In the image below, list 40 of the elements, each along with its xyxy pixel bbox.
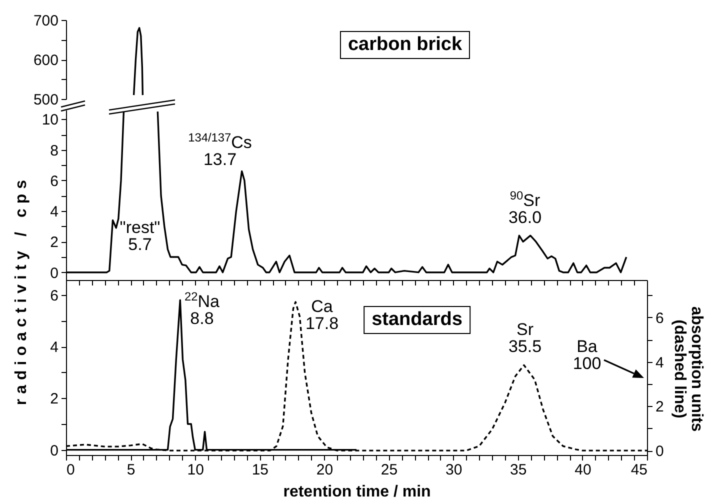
y-tick-label: 10 <box>42 112 58 129</box>
y-tick-label: 6 <box>50 287 58 304</box>
y2-tick-label: 4 <box>656 354 664 372</box>
line-series <box>132 27 144 96</box>
annotation: $^{90}$Sr 36.0 <box>508 188 542 227</box>
x-axis-title: retention time / min <box>283 484 431 500</box>
annotation: Ba 100 <box>572 337 602 373</box>
x-tick-label: 0 <box>66 462 75 478</box>
annotation: "rest" 5.7 <box>120 218 160 254</box>
annotation: carbon brick <box>340 31 470 59</box>
y-tick-label: 0 <box>50 442 58 460</box>
y-tick-label: 4 <box>50 339 58 356</box>
y-tick-label: 2 <box>50 234 58 252</box>
y-tick-label: 0 <box>50 264 58 282</box>
y-axis-title: radioactivity / cps <box>13 174 31 406</box>
annotation: standards <box>364 306 470 334</box>
x-tick-label: 10 <box>187 462 204 478</box>
y2-tick-label: 6 <box>656 310 664 327</box>
x-tick-label: 45 <box>630 462 648 478</box>
x-tick-label: 20 <box>316 462 334 478</box>
y-tick-label: 2 <box>50 390 58 408</box>
annotation: Sr 35.5 <box>508 320 542 356</box>
annotation: $^{134/137}$Cs 13.7 <box>188 130 252 169</box>
annotation: Ca 17.8 <box>305 297 339 333</box>
y-tick-label: 500 <box>33 92 58 108</box>
y-tick-label: 4 <box>50 204 58 221</box>
x-tick-label: 25 <box>380 462 398 478</box>
x-tick-label: 30 <box>445 462 462 478</box>
x-tick-label: 40 <box>574 462 592 478</box>
y2-tick-label: 0 <box>656 443 664 460</box>
y-tick-label: 6 <box>50 172 58 190</box>
y2-tick-label: 2 <box>656 398 664 416</box>
x-tick-label: 5 <box>126 462 136 478</box>
y-tick-label: 700 <box>33 12 58 30</box>
x-tick-label: 35 <box>510 462 527 478</box>
y-tick-label: 8 <box>50 142 58 160</box>
y-tick-label: 600 <box>33 52 58 69</box>
x-tick-label: 15 <box>252 462 269 478</box>
annotation: $^{22}$Na 8.8 <box>184 289 220 328</box>
y2-axis-title: absorption units (dashed line) <box>670 306 705 432</box>
